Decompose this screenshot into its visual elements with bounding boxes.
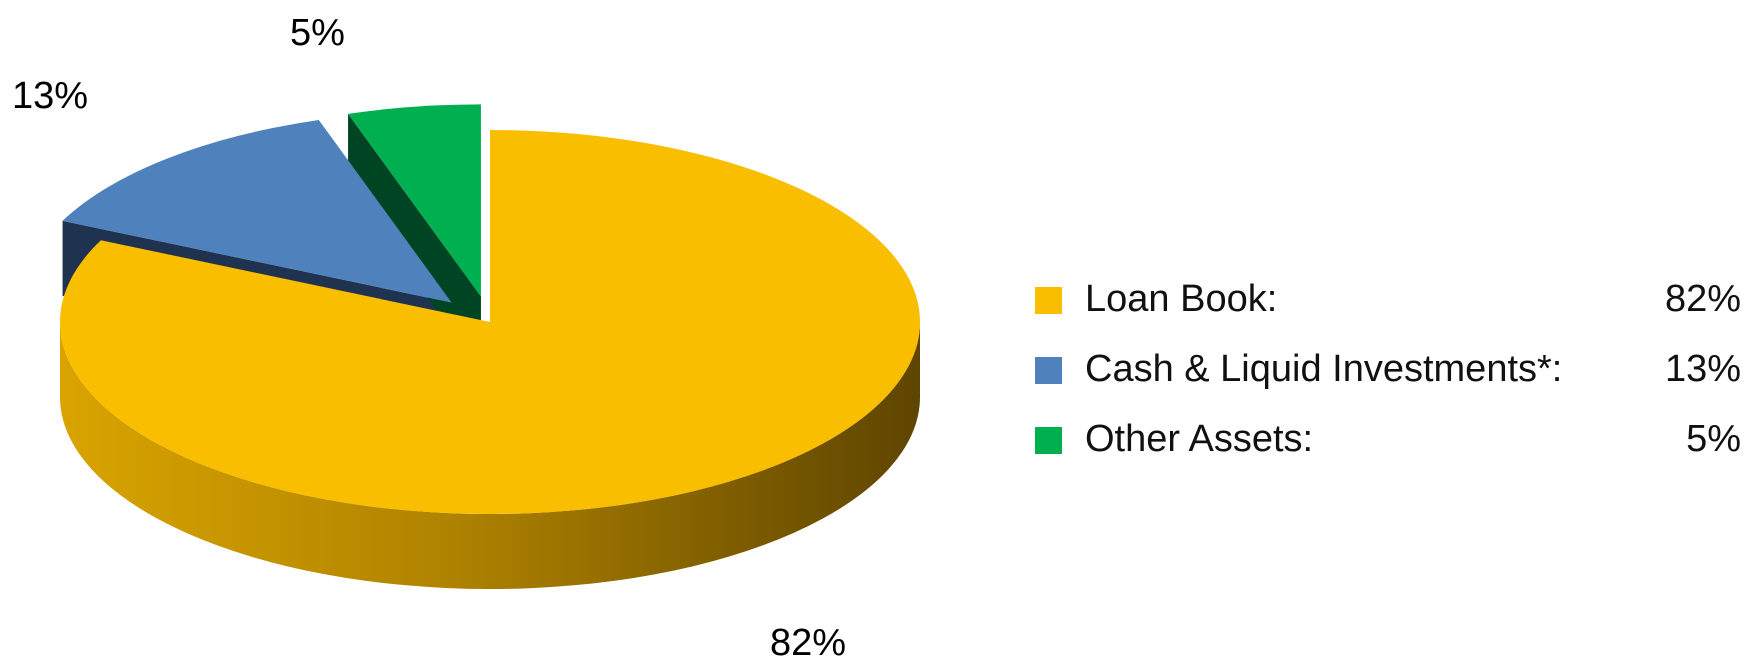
legend-item-loan-book: Loan Book: 82%	[1035, 270, 1749, 340]
legend-swatch-loan-book	[1035, 287, 1062, 314]
slice-side-loan-book	[60, 322, 920, 589]
legend-value: 82%	[1664, 278, 1741, 320]
legend-value: 13%	[1664, 348, 1741, 390]
pie-chart: 82% 13% 5%	[12, 12, 920, 662]
slice-label-loan-book: 82%	[770, 622, 846, 662]
legend-item-cash-liquid-investments: Cash & Liquid Investments*: 13%	[1035, 340, 1749, 410]
legend-item-other-assets: Other Assets: 5%	[1035, 410, 1749, 480]
slice-top-other-assets	[348, 104, 481, 297]
legend-label: Loan Book:	[1085, 278, 1278, 320]
slice-top-cash-liquid-investments	[62, 119, 452, 303]
slice-label-cash-liquid-investments: 13%	[12, 75, 88, 117]
slice-wall-other-assets	[348, 113, 481, 372]
legend-value: 5%	[1686, 418, 1741, 460]
slice-top-loan-book	[59, 130, 920, 514]
legend-swatch-cash-liquid-investments	[1035, 357, 1062, 384]
legend-label: Cash & Liquid Investments*:	[1085, 348, 1563, 390]
legend-swatch-other-assets	[1035, 427, 1062, 454]
legend: Loan Book: 82% Cash & Liquid Investments…	[1035, 270, 1749, 480]
slice-label-other-assets: 5%	[290, 12, 345, 54]
legend-label: Other Assets:	[1085, 418, 1314, 460]
